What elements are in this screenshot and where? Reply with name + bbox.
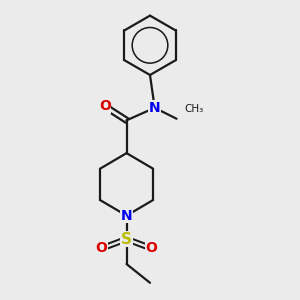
- Text: S: S: [121, 232, 132, 247]
- Text: O: O: [146, 242, 158, 255]
- Text: N: N: [121, 208, 132, 223]
- Text: N: N: [149, 101, 161, 115]
- Text: O: O: [96, 242, 107, 255]
- Text: CH₃: CH₃: [184, 104, 204, 114]
- Text: O: O: [99, 99, 111, 113]
